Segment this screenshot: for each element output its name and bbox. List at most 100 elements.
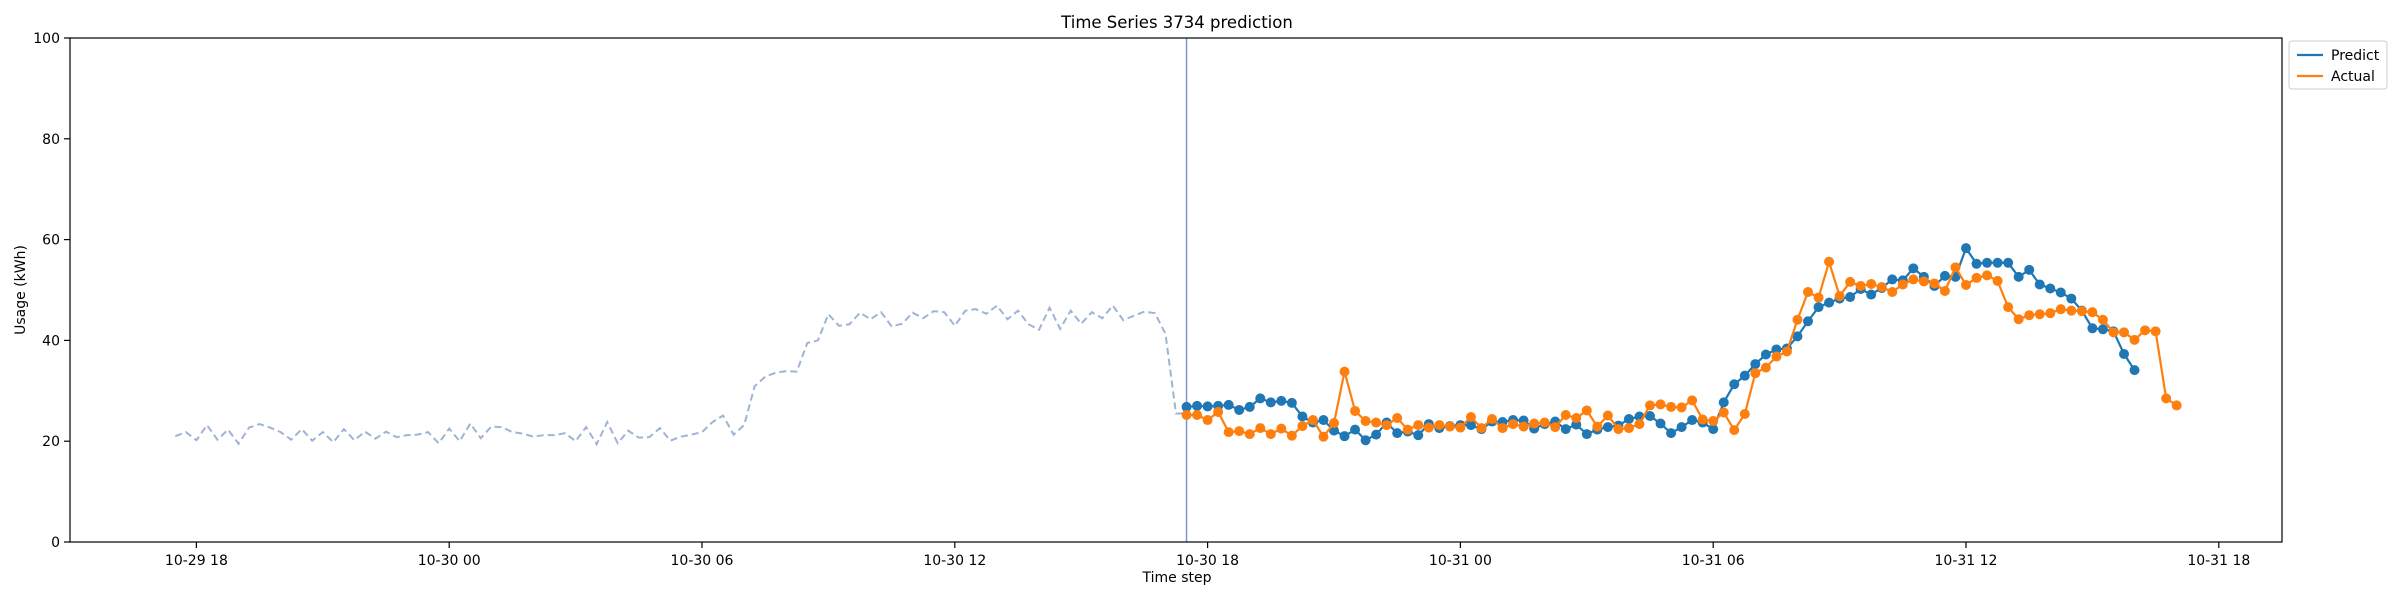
predict-point: [1339, 431, 1350, 442]
y-tick-label: 20: [42, 434, 60, 450]
actual-point: [1792, 314, 1803, 325]
chart-title: Time Series 3734 prediction: [1060, 13, 1293, 32]
x-tick-label: 10-31 06: [1682, 553, 1745, 569]
predict-point: [1413, 430, 1424, 441]
actual-point: [1360, 416, 1371, 427]
actual-point: [1581, 405, 1592, 416]
actual-point: [1560, 409, 1571, 420]
actual-point: [1297, 421, 1308, 432]
actual-point: [1276, 423, 1287, 434]
actual-point: [1971, 272, 1982, 283]
actual-point: [1244, 429, 1255, 440]
actual-point: [1434, 420, 1445, 431]
predict-point: [1223, 399, 1234, 410]
x-axis-label: Time step: [1142, 570, 1212, 586]
x-tick-label: 10-31 18: [2187, 553, 2250, 569]
predict-point: [2066, 293, 2077, 304]
actual-point: [1234, 426, 1245, 437]
actual-point: [1223, 427, 1234, 438]
actual-point: [1371, 417, 1382, 428]
predict-point: [1971, 258, 1982, 269]
predict-point: [2087, 323, 2098, 334]
x-tick-label: 10-30 00: [418, 553, 481, 569]
predict-point: [2097, 324, 2108, 335]
predict-point: [1824, 297, 1835, 308]
predict-point: [1676, 422, 1687, 433]
predict-point: [1255, 393, 1266, 404]
actual-point: [1350, 405, 1361, 416]
actual-point: [1992, 275, 2003, 286]
y-axis-label: Usage (kWh): [13, 245, 29, 335]
actual-point: [2013, 314, 2024, 325]
actual-point: [1381, 420, 1392, 431]
predict-point: [1192, 400, 1203, 411]
actual-point: [1982, 270, 1993, 281]
x-tick-label: 10-29 18: [165, 553, 228, 569]
actual-point: [1192, 409, 1203, 420]
predict-point: [1887, 274, 1898, 285]
actual-point: [1476, 423, 1487, 434]
actual-point: [1265, 429, 1276, 440]
actual-point: [1887, 287, 1898, 298]
y-tick-label: 100: [33, 31, 60, 47]
predict-point: [1813, 302, 1824, 313]
predict-point: [1318, 415, 1329, 426]
predict-point: [2045, 283, 2056, 294]
predict-point: [1666, 428, 1677, 439]
predict-point: [1803, 316, 1813, 327]
actual-point: [1676, 402, 1687, 413]
predict-point: [1560, 424, 1571, 435]
actual-point: [1687, 395, 1698, 406]
actual-point: [1202, 415, 1213, 426]
actual-point: [1950, 262, 1961, 273]
predict-point: [1581, 429, 1592, 440]
actual-point: [1181, 409, 1192, 420]
actual-point: [1655, 399, 1666, 410]
actual-point: [2129, 334, 2140, 345]
x-tick-label: 10-30 18: [1176, 553, 1239, 569]
actual-point: [1539, 417, 1550, 428]
predict-point: [1265, 397, 1276, 408]
predict-point: [1939, 270, 1950, 281]
predict-point: [2024, 264, 2035, 275]
actual-point: [1255, 423, 1266, 434]
predict-point: [1286, 397, 1297, 408]
legend-label-actual: Actual: [2331, 69, 2375, 85]
y-tick-label: 40: [42, 333, 60, 349]
actual-point: [1634, 419, 1645, 430]
actual-point: [1623, 423, 1634, 434]
actual-point: [1897, 279, 1908, 290]
actual-point: [2097, 314, 2108, 325]
predict-point: [1708, 424, 1719, 435]
actual-point: [2161, 393, 2172, 404]
actual-point: [1708, 416, 1719, 427]
predict-point: [1739, 370, 1750, 381]
actual-point: [2055, 304, 2066, 315]
actual-point: [1392, 413, 1403, 424]
predict-point: [2013, 271, 2024, 282]
actual-point: [1918, 276, 1929, 287]
y-tick-label: 0: [51, 535, 60, 551]
predict-point: [1729, 379, 1740, 390]
y-tick-label: 80: [42, 132, 60, 148]
predict-point: [2034, 279, 2045, 290]
actual-point: [1613, 424, 1624, 435]
predict-point: [1234, 404, 1245, 415]
predict-point: [1329, 425, 1339, 436]
actual-point: [2140, 325, 2151, 336]
actual-point: [1908, 274, 1919, 285]
x-tick-label: 10-30 06: [671, 553, 734, 569]
actual-point: [1845, 276, 1856, 287]
actual-point: [1718, 407, 1729, 418]
predict-point: [1244, 401, 1255, 412]
predict-point: [1908, 263, 1919, 274]
actual-point: [1571, 413, 1582, 424]
predict-point: [2003, 257, 2014, 268]
actual-point: [1645, 400, 1655, 411]
predict-point: [1992, 257, 2003, 268]
y-tick-label: 60: [42, 233, 60, 249]
actual-point: [1834, 291, 1845, 302]
actual-point: [1529, 418, 1540, 429]
axes: 0 20 40 60 80 100 10-29 18 10-30 00 10-30 06 10-3…: [33, 31, 2283, 569]
actual-point: [1876, 281, 1887, 292]
